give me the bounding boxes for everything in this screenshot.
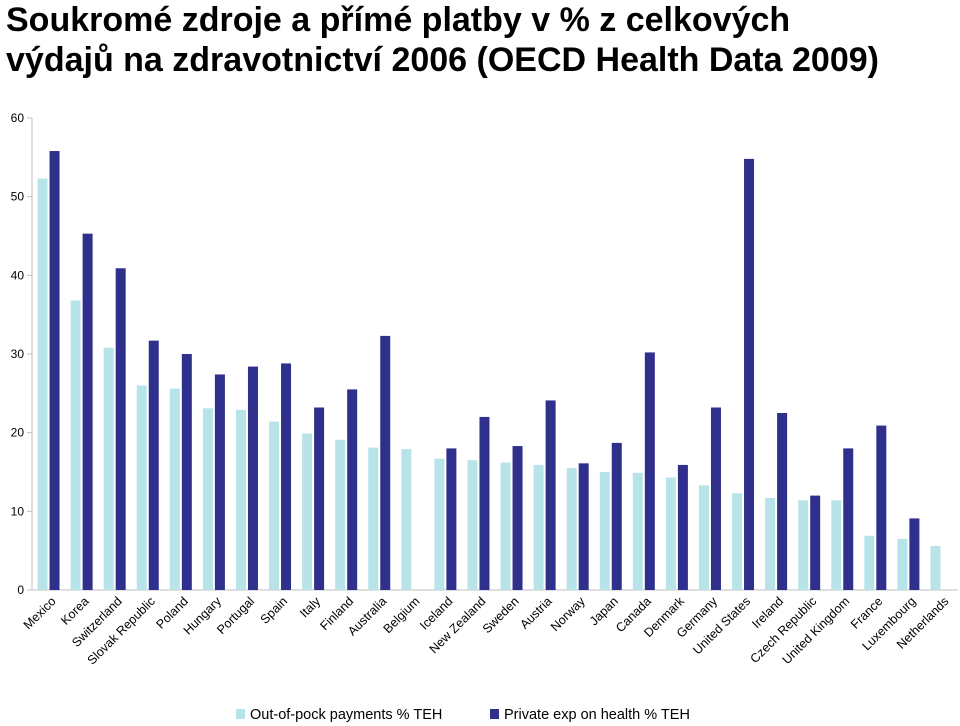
bar-private-exp [578,463,589,590]
bar-private-exp [281,363,292,590]
chart-title-line2: výdajů na zdravotnictví 2006 (OECD Healt… [6,41,879,79]
y-tick-label: 30 [11,347,25,361]
bar-out-of-pocket [798,500,809,590]
bar-private-exp [380,335,391,590]
bar-private-exp [710,407,721,590]
bar-private-exp [247,366,258,590]
bar-private-exp [49,151,60,591]
chart-title-line1: Soukromé zdroje a přímé platby v % z cel… [6,1,791,39]
bar-out-of-pocket [732,493,743,590]
x-tick-label: Spain [258,594,291,627]
y-tick-label: 10 [11,504,25,518]
x-tick-label: Mexico [21,594,59,632]
bar-private-exp [446,448,457,590]
bar-private-exp [82,233,93,590]
bar-out-of-pocket [401,449,412,590]
bar-out-of-pocket [897,538,908,590]
chart-title: Soukromé zdroje a přímé platby v % z cel… [6,0,956,80]
bar-private-exp [843,448,854,590]
bar-out-of-pocket [368,447,379,590]
bar-private-exp [214,374,225,590]
bar-private-exp [314,407,325,590]
bar-private-exp [512,446,523,590]
bar-out-of-pocket [235,409,246,590]
x-tick-label: Belgium [381,594,423,636]
bar-private-exp [347,389,358,590]
legend-label: Private exp on health % TEH [504,707,690,723]
bar-private-exp [479,416,490,590]
bar-private-exp [181,354,192,590]
bar-private-exp [611,442,622,590]
bar-private-exp [744,158,755,590]
x-tick-label: Portugal [214,594,257,637]
y-tick-label: 50 [11,190,25,204]
bar-private-exp [909,518,920,590]
y-tick-label: 40 [11,268,25,282]
bar-out-of-pocket [269,421,280,590]
bar-out-of-pocket [103,347,114,590]
bar-out-of-pocket [665,477,676,590]
bar-out-of-pocket [136,385,147,590]
legend-label: Out-of-pock payments % TEH [250,707,442,723]
chart-axes: 0 10 20 30 40 50 60 [11,111,958,597]
x-tick-label: Sweden [480,594,522,636]
bar-out-of-pocket [599,472,610,590]
chart-legend: Out-of-pock payments % TEH Private exp on… [236,707,690,723]
bar-out-of-pocket [434,458,445,590]
bar-private-exp [777,413,788,590]
bar-out-of-pocket [335,439,346,590]
bar-out-of-pocket [765,497,776,590]
bar-private-exp [876,425,887,590]
bar-out-of-pocket [831,500,842,590]
bar-out-of-pocket [632,472,643,590]
bar-private-exp [545,400,556,590]
x-tick-label: Italy [297,594,324,621]
bar-out-of-pocket [467,460,478,590]
legend-swatch [236,709,245,719]
legend-swatch [490,709,499,719]
bar-out-of-pocket [202,408,213,590]
bar-private-exp [115,268,126,590]
bar-private-exp [677,464,688,590]
bar-out-of-pocket [302,433,313,590]
bar-out-of-pocket [169,388,180,590]
y-tick-label: 20 [11,426,25,440]
bar-private-exp [810,495,821,590]
y-tick-label: 60 [11,111,25,125]
bar-out-of-pocket [930,545,941,590]
y-tick-label: 0 [17,583,24,597]
chart-bars [37,151,941,591]
x-tick-label: Norway [548,594,588,634]
bar-out-of-pocket [698,485,709,590]
bar-out-of-pocket [37,178,48,590]
bar-out-of-pocket [533,464,544,590]
bar-out-of-pocket [864,535,875,590]
bar-private-exp [148,340,159,590]
bar-private-exp [644,352,655,590]
bar-out-of-pocket [500,462,511,590]
bar-out-of-pocket [566,468,577,590]
bar-out-of-pocket [70,300,81,590]
